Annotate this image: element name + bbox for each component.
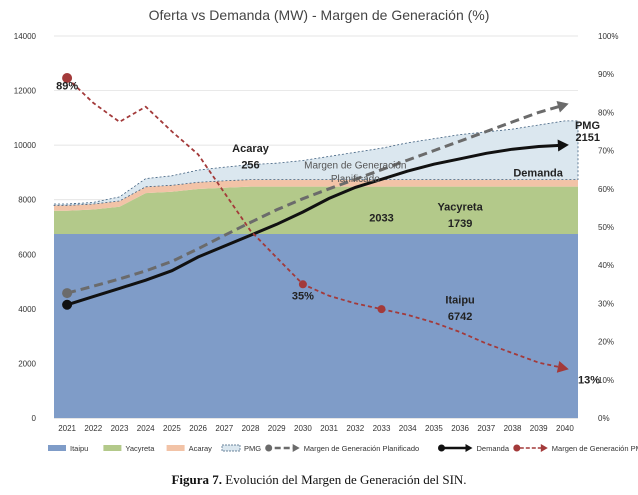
arrow-end-margen-de-generaci-n-pmg bbox=[556, 361, 569, 373]
x-tick-label: 2032 bbox=[346, 424, 364, 433]
legend-label-acaray: Acaray bbox=[189, 444, 213, 453]
figure-caption: Figura 7. Evolución del Margen de Genera… bbox=[0, 472, 638, 488]
annotation-label: 1739 bbox=[448, 218, 472, 230]
y2-tick-label: 30% bbox=[598, 299, 614, 308]
chart-title: Oferta vs Demanda (MW) - Margen de Gener… bbox=[149, 7, 490, 23]
x-tick-label: 2029 bbox=[268, 424, 286, 433]
y-tick-label: 10000 bbox=[14, 141, 37, 150]
line-margen-de-generaci-n-pmg bbox=[66, 77, 566, 370]
x-tick-label: 2026 bbox=[189, 424, 207, 433]
stacked-areas bbox=[53, 120, 579, 418]
x-tick-label: 2025 bbox=[163, 424, 181, 433]
marker-start-margen-de-generaci-n-pmg bbox=[62, 73, 73, 84]
annotation-label: 6742 bbox=[448, 311, 472, 323]
arrow-end-demanda bbox=[557, 139, 569, 152]
x-tick-label: 2037 bbox=[477, 424, 495, 433]
y2-tick-label: 20% bbox=[598, 338, 614, 347]
caption-text: Evolución del Margen de Generación del S… bbox=[222, 472, 467, 487]
y-tick-label: 8000 bbox=[18, 196, 36, 205]
y2-tick-label: 100% bbox=[598, 32, 618, 41]
series-lines bbox=[62, 73, 569, 373]
legend-swatch-pmg bbox=[221, 444, 241, 452]
y2-tick-label: 0% bbox=[598, 414, 610, 423]
annotation-label: 2033 bbox=[369, 213, 393, 225]
x-tick-label: 2028 bbox=[242, 424, 260, 433]
x-axis: 2021 2022 2023 2024 2025 2026 2027 2028 2029 2030… bbox=[58, 424, 574, 433]
legend-label-demanda: Demanda bbox=[477, 444, 510, 453]
y2-tick-label: 10% bbox=[598, 376, 614, 385]
annotation-label: 13% bbox=[578, 375, 600, 387]
area-yacyreta bbox=[54, 186, 578, 234]
annotation-label: 35% bbox=[292, 291, 314, 303]
area-acaray bbox=[54, 179, 578, 211]
legend-swatch-yacyreta bbox=[103, 445, 122, 451]
area-itaipu bbox=[54, 234, 578, 418]
arrow-end-margen-de-generaci-n-planificado bbox=[556, 101, 569, 113]
legend-marker-margen-de-generaci-n-planificado bbox=[265, 444, 273, 452]
legend-arrow-demanda bbox=[465, 444, 473, 452]
annotation-label: 89% bbox=[56, 80, 78, 92]
x-tick-label: 2033 bbox=[373, 424, 391, 433]
marker-margen-de-generaci-n-pmg bbox=[298, 280, 307, 289]
y-tick-label: 6000 bbox=[18, 250, 36, 259]
legend-arrow-margen-de-generaci-n-pmg bbox=[540, 444, 548, 452]
y-axis-right: 0% 10% 20% 30% 40% 50% 60% 70% 80% 90% 100% bbox=[598, 32, 618, 423]
x-tick-label: 2027 bbox=[215, 424, 233, 433]
line-demanda bbox=[66, 143, 565, 307]
legend-marker-demanda bbox=[438, 444, 445, 452]
x-tick-label: 2024 bbox=[137, 424, 155, 433]
marker-start-demanda bbox=[62, 299, 73, 310]
annotation-label: Planificado bbox=[331, 174, 380, 185]
legend-swatch-acaray bbox=[166, 445, 185, 451]
caption-label: Figura 7. bbox=[171, 472, 223, 487]
annotation-label: Demanda bbox=[513, 168, 563, 180]
y-tick-label: 2000 bbox=[18, 359, 36, 368]
y2-tick-label: 60% bbox=[598, 185, 614, 194]
y-tick-label: 0 bbox=[32, 414, 37, 423]
legend-label-margen-de-generaci-n-pmg: Margen de Generación PMG bbox=[552, 444, 638, 453]
x-tick-label: 2035 bbox=[425, 424, 443, 433]
legend: Itaipu Yacyreta Acaray PMG Margen de Generac… bbox=[48, 444, 638, 453]
x-tick-label: 2038 bbox=[504, 424, 522, 433]
annotation-label: Itaipu bbox=[445, 294, 474, 306]
line-margen-de-generaci-n-planificado bbox=[66, 103, 566, 295]
legend-label-yacyreta: Yacyreta bbox=[125, 444, 155, 453]
marker-start-margen-de-generaci-n-planificado bbox=[62, 288, 73, 299]
legend-marker-margen-de-generaci-n-pmg bbox=[513, 444, 521, 452]
area-pmg bbox=[53, 120, 579, 206]
legend-label-itaipu: Itaipu bbox=[70, 444, 88, 453]
legend-label-margen-de-generaci-n-planificado: Margen de Generación Planificado bbox=[304, 444, 420, 453]
x-tick-label: 2030 bbox=[294, 424, 312, 433]
annotation-label: 256 bbox=[241, 159, 259, 171]
y2-tick-label: 70% bbox=[598, 147, 614, 156]
chart: Oferta vs Demanda (MW) - Margen de Gener… bbox=[13, 7, 638, 453]
y-tick-label: 14000 bbox=[14, 32, 37, 41]
annotation-label: Yacyreta bbox=[437, 202, 483, 214]
marker-margen-de-generaci-n-pmg bbox=[377, 305, 386, 314]
y-tick-label: 4000 bbox=[18, 305, 36, 314]
y2-tick-label: 40% bbox=[598, 261, 614, 270]
x-tick-label: 2040 bbox=[556, 424, 574, 433]
x-tick-label: 2034 bbox=[399, 424, 417, 433]
legend-label-pmg: PMG bbox=[244, 444, 261, 453]
y-tick-label: 12000 bbox=[14, 87, 37, 96]
y2-tick-label: 90% bbox=[598, 70, 614, 79]
annotation-label: 2151 bbox=[576, 132, 600, 144]
x-tick-label: 2036 bbox=[451, 424, 469, 433]
y2-tick-label: 50% bbox=[598, 223, 614, 232]
annotation-label: Margen de Generación bbox=[304, 160, 406, 171]
x-tick-label: 2021 bbox=[58, 424, 76, 433]
annotation-label: PMG bbox=[575, 120, 600, 132]
x-tick-label: 2039 bbox=[530, 424, 548, 433]
annotations: 89% 35% 13% Acaray 256 Margen de Generación Pl… bbox=[56, 80, 600, 386]
x-tick-label: 2023 bbox=[111, 424, 129, 433]
x-tick-label: 2022 bbox=[84, 424, 102, 433]
legend-swatch-itaipu bbox=[48, 445, 66, 451]
legend-arrow-margen-de-generaci-n-planificado bbox=[292, 444, 300, 452]
annotation-label: Acaray bbox=[232, 143, 270, 155]
y2-tick-label: 80% bbox=[598, 108, 614, 117]
x-tick-label: 2031 bbox=[320, 424, 338, 433]
y-axis-left: 0 2000 4000 6000 8000 10000 12000 14000 bbox=[14, 32, 37, 423]
